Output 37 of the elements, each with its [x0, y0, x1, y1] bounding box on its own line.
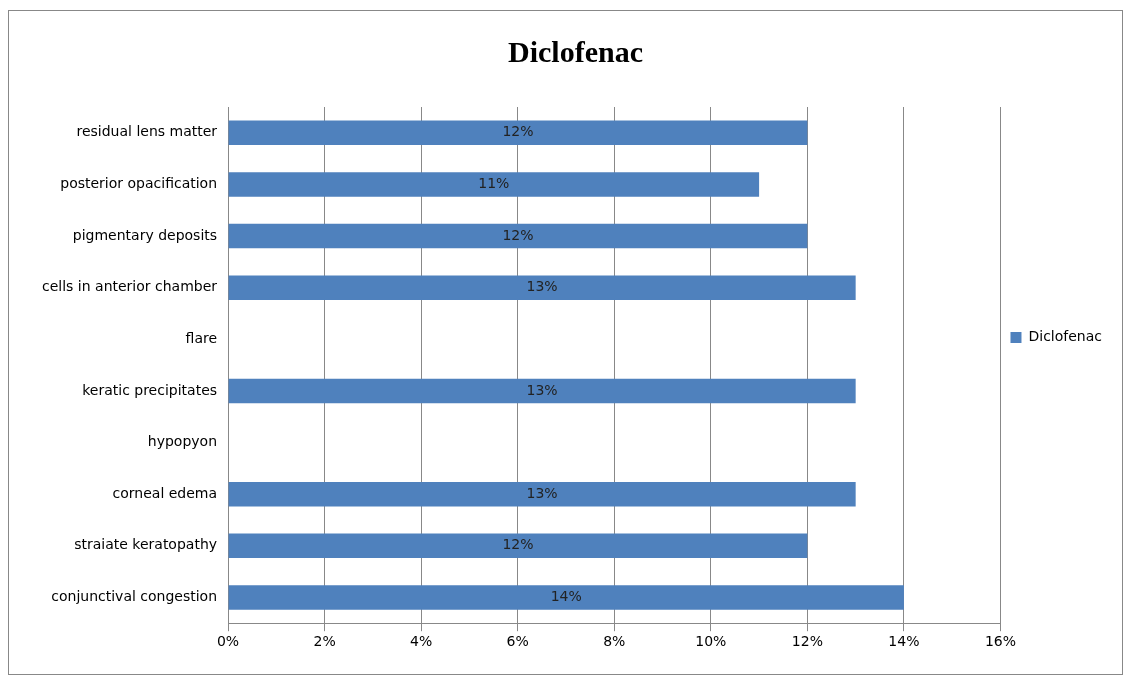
data-label: 11%	[478, 175, 510, 192]
y-tick-label: straiate keratopathy	[74, 536, 218, 553]
y-tick-label: keratic precipitates	[82, 381, 218, 398]
y-tick-label: corneal edema	[112, 484, 218, 501]
x-tick-label: 16%	[984, 633, 1017, 650]
x-tick-label: 6%	[506, 633, 529, 650]
x-tick-label: 12%	[791, 633, 823, 650]
bar	[228, 533, 808, 559]
y-tick-label: hypopyon	[147, 433, 218, 450]
x-tick-label: 14%	[888, 633, 920, 650]
bar	[228, 585, 904, 610]
data-label: 12%	[502, 123, 534, 140]
legend-label: Diclofenac	[1028, 328, 1102, 345]
bar	[228, 223, 808, 249]
data-label: 13%	[526, 381, 558, 398]
data-label: 13%	[526, 278, 558, 295]
y-tick-label: cells in anterior chamber	[42, 278, 218, 295]
y-tick-label: flare	[185, 329, 218, 346]
data-label: 12%	[502, 536, 534, 553]
y-tick-label: residual lens matter	[76, 123, 218, 140]
y-tick-label: posterior opacification	[60, 175, 218, 192]
x-tick-label: 4%	[410, 633, 433, 650]
bar	[228, 481, 856, 507]
y-tick-label: conjunctival congestion	[51, 588, 218, 605]
bar	[228, 172, 760, 197]
bar	[228, 275, 856, 300]
bar	[228, 120, 808, 146]
bar	[228, 378, 856, 404]
chart-title: Diclofenac	[508, 34, 643, 68]
y-tick-label: pigmentary deposits	[72, 226, 218, 243]
data-label: 13%	[526, 484, 558, 501]
x-tick-label: 10%	[695, 633, 727, 650]
x-tick-label: 8%	[603, 633, 626, 650]
x-tick-label: 2%	[313, 633, 336, 650]
data-label: 12%	[502, 226, 534, 243]
x-tick-label: 0%	[216, 633, 240, 650]
data-label: 14%	[550, 588, 582, 605]
